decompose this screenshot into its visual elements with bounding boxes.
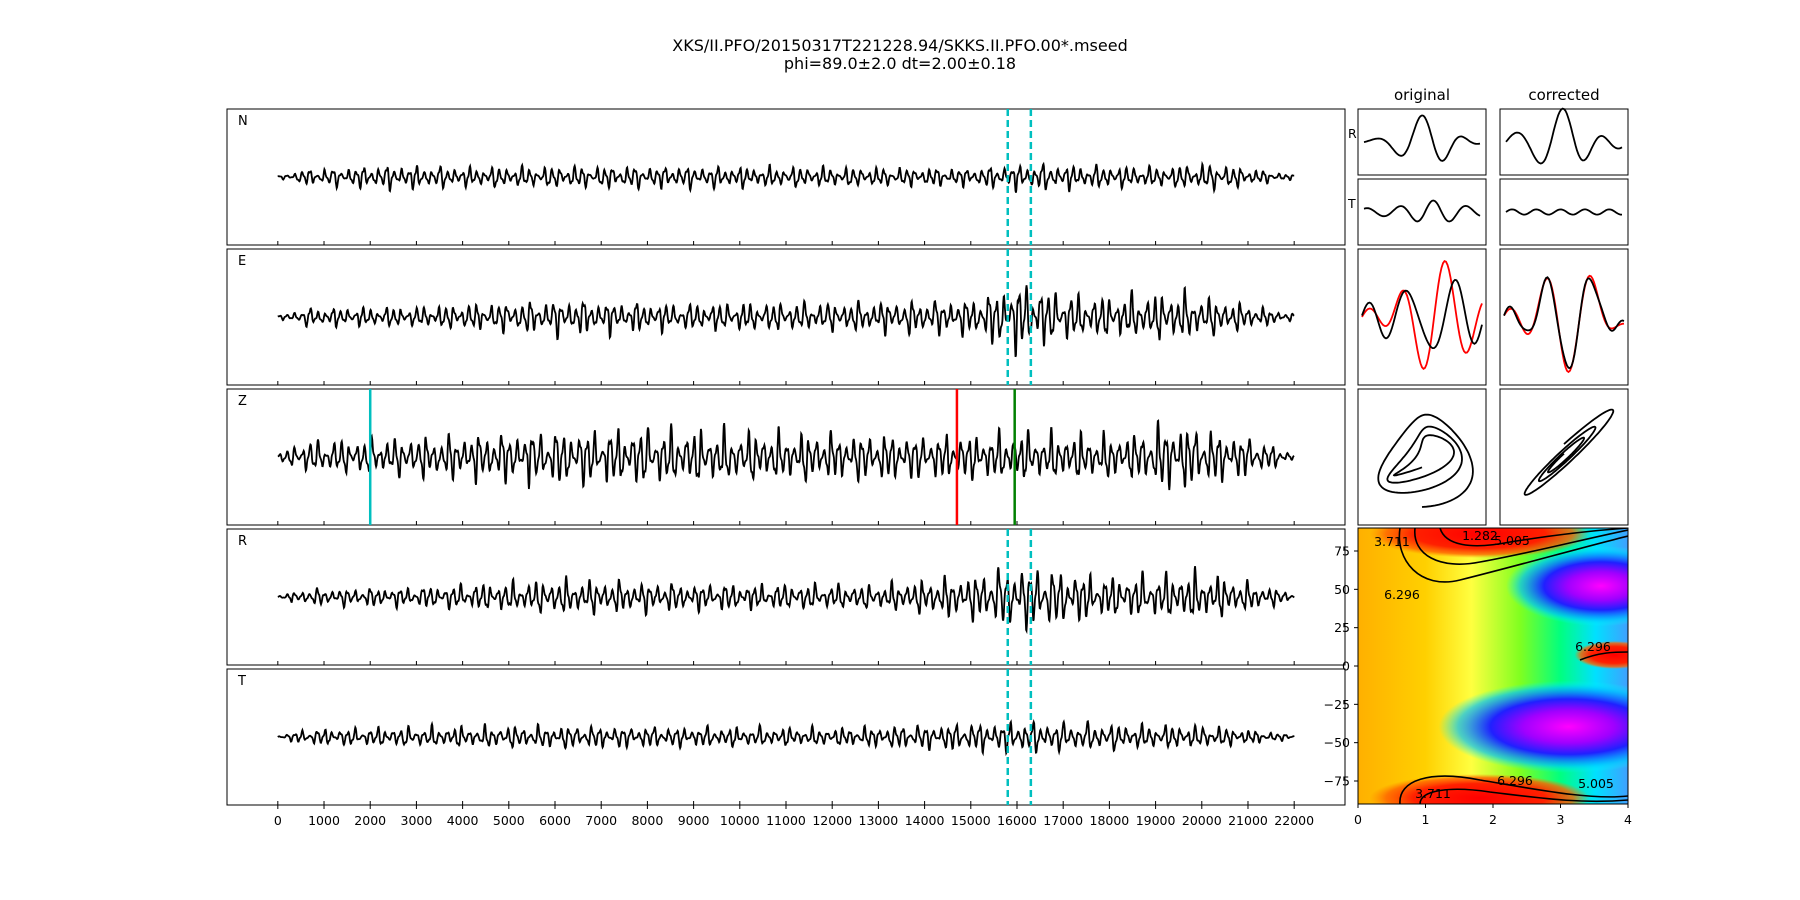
x-tick-label: 18000: [1090, 813, 1130, 828]
corrected-panel-2: [1499, 248, 1629, 386]
original-panel-2: [1357, 248, 1487, 386]
original-panel-1: [1357, 178, 1487, 246]
original-r-trace: [1363, 114, 1481, 162]
trace-label-n: N: [238, 114, 248, 129]
corrected-particle-motion: [1523, 408, 1615, 496]
waveform-r: [277, 566, 1295, 635]
x-tick-label: 3000: [401, 813, 433, 828]
x-tick-label: 7000: [585, 813, 617, 828]
x-tick-label: 12000: [812, 813, 852, 828]
heatmap-x-tick-label: 2: [1489, 812, 1497, 827]
heatmap-y-tick-label: −25: [1324, 697, 1350, 712]
x-tick-label: 13000: [859, 813, 899, 828]
x-tick-label: 22000: [1274, 813, 1314, 828]
contour-label: 6.296: [1384, 587, 1420, 602]
waveform-e: [277, 285, 1295, 358]
contour-label: 1.282: [1462, 528, 1498, 543]
x-tick-label: 11000: [766, 813, 806, 828]
heatmap-minimum-upper: [1506, 545, 1628, 626]
heatmap-x-tick-label: 3: [1557, 812, 1565, 827]
heatmap-minimum-lower: [1438, 680, 1628, 773]
original-particle-motion: [1377, 413, 1474, 508]
heatmap-y-tick-label: 0: [1342, 659, 1350, 674]
heatmap-x-tick-label: 4: [1624, 812, 1632, 827]
x-tick-label: 21000: [1228, 813, 1268, 828]
contour-line: [1399, 775, 1628, 804]
contour-label: 6.296: [1575, 639, 1611, 654]
x-tick-label: 4000: [447, 813, 479, 828]
corrected-t-trace: [1505, 208, 1622, 216]
x-tick-label: 16000: [997, 813, 1037, 828]
heatmap-y-tick-label: −50: [1324, 735, 1350, 750]
error-surface-heatmap: [1358, 528, 1628, 804]
corrected-r-trace: [1505, 107, 1623, 165]
row-label-t: T: [1347, 196, 1356, 211]
waveform-z: [277, 419, 1295, 491]
corrected-overlay-black: [1503, 276, 1625, 370]
figure-title-line2: phi=89.0±2.0 dt=2.00±0.18: [783, 54, 1017, 73]
trace-label-e: E: [238, 254, 246, 269]
contour-label: 5.005: [1578, 776, 1614, 791]
heatmap-x-tick-label: 1: [1422, 812, 1430, 827]
original-overlay-red: [1361, 260, 1483, 370]
corrected-panel-3: [1499, 388, 1629, 526]
original-panel-0: [1357, 108, 1487, 176]
x-tick-label: 0: [274, 813, 282, 828]
contour-label: 3.711: [1374, 534, 1410, 549]
heatmap-y-tick-label: 75: [1334, 544, 1350, 559]
x-tick-label: 14000: [905, 813, 945, 828]
contour-label: 6.296: [1497, 773, 1533, 788]
waveform-t: [277, 718, 1295, 757]
contour-line: [1414, 528, 1628, 565]
x-tick-label: 10000: [720, 813, 760, 828]
x-tick-label: 20000: [1182, 813, 1222, 828]
trace-panel-z: [226, 388, 1346, 526]
corrected-panel-1: [1499, 178, 1629, 246]
trace-label-r: R: [238, 534, 247, 549]
trace-label-t: T: [237, 674, 246, 689]
x-tick-label: 19000: [1136, 813, 1176, 828]
x-tick-label: 5000: [493, 813, 525, 828]
contour-line: [1439, 528, 1628, 547]
heatmap-x-tick-label: 0: [1354, 812, 1362, 827]
x-tick-label: 6000: [539, 813, 571, 828]
contour-line: [1398, 528, 1628, 583]
heatmap-y-tick-label: −75: [1324, 774, 1350, 789]
column-title-original: original: [1394, 86, 1450, 104]
x-tick-label: 9000: [678, 813, 710, 828]
waveform-n: [277, 160, 1295, 195]
row-label-r: R: [1348, 126, 1357, 141]
x-tick-label: 8000: [631, 813, 663, 828]
heatmap-y-tick-label: 50: [1334, 582, 1350, 597]
original-panel-3: [1357, 388, 1487, 526]
contour-line: [1579, 651, 1628, 661]
figure-title-line1: XKS/II.PFO/20150317T221228.94/SKKS.II.PF…: [672, 36, 1128, 55]
heatmap-maximum-mid: [1574, 640, 1628, 669]
contour-line: [1419, 788, 1628, 804]
original-t-trace: [1363, 199, 1481, 223]
x-tick-label: 1000: [308, 813, 340, 828]
heatmap-y-tick-label: 25: [1334, 620, 1350, 635]
trace-label-z: Z: [238, 394, 247, 409]
x-tick-label: 2000: [354, 813, 386, 828]
x-tick-label: 17000: [1043, 813, 1083, 828]
contour-label: 3.711: [1415, 786, 1451, 801]
contour-label: 5.005: [1494, 533, 1530, 548]
x-tick-label: 15000: [951, 813, 991, 828]
original-overlay-black: [1361, 278, 1483, 349]
column-title-corrected: corrected: [1528, 86, 1599, 104]
